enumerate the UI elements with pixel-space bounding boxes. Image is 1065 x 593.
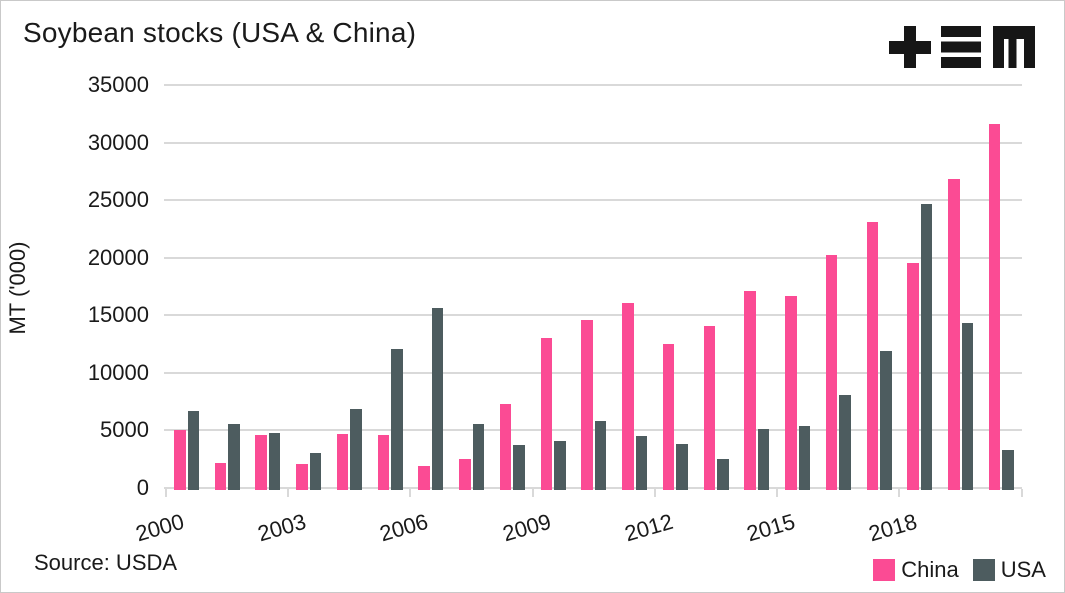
gridline bbox=[164, 256, 1022, 259]
y-axis-title: MT ('000) bbox=[5, 241, 30, 335]
bar-usa-2019 bbox=[961, 323, 974, 490]
bar-china-2009 bbox=[540, 338, 553, 490]
bar-china-2018 bbox=[907, 263, 919, 490]
x-tick bbox=[653, 489, 656, 497]
bar-china-2006 bbox=[418, 466, 430, 490]
bar-usa-2009 bbox=[554, 440, 566, 490]
bar-china-2020 bbox=[988, 124, 1001, 490]
bar-usa-2006 bbox=[431, 308, 444, 490]
bar-usa-2018 bbox=[920, 203, 933, 490]
x-tick bbox=[1020, 489, 1023, 497]
y-tick-label: 30000 bbox=[87, 129, 149, 155]
x-tick bbox=[776, 489, 779, 497]
x-tick bbox=[287, 489, 290, 497]
bar-china-2015 bbox=[785, 295, 797, 490]
bar-usa-2000 bbox=[187, 410, 199, 490]
bar-usa-2014 bbox=[757, 429, 770, 490]
x-tick-label: 2009 bbox=[499, 508, 554, 547]
gridline bbox=[164, 199, 1022, 202]
bar-usa-2015 bbox=[798, 425, 811, 490]
y-tick-label: 35000 bbox=[87, 72, 149, 97]
gridline bbox=[164, 141, 1022, 144]
bar-usa-2017 bbox=[880, 350, 892, 490]
bar-usa-2011 bbox=[635, 436, 648, 490]
bar-usa-2002 bbox=[268, 432, 281, 490]
bar-usa-2007 bbox=[472, 423, 485, 490]
bar-china-2016 bbox=[825, 255, 838, 490]
bar-china-2007 bbox=[459, 459, 471, 490]
bar-china-2002 bbox=[255, 435, 267, 490]
x-axis-line bbox=[164, 487, 1022, 489]
bar-china-2013 bbox=[703, 325, 716, 490]
bar-china-2019 bbox=[948, 179, 960, 490]
bar-china-2001 bbox=[214, 462, 227, 490]
y-tick-label: 5000 bbox=[100, 417, 149, 443]
china-swatch-icon bbox=[873, 559, 896, 581]
source-note: Source: USDA bbox=[34, 550, 178, 575]
bar-usa-2010 bbox=[594, 421, 607, 490]
chart-title: Soybean stocks (USA & China) bbox=[23, 17, 417, 48]
y-tick-label: 0 bbox=[136, 475, 149, 500]
bar-china-2014 bbox=[744, 291, 756, 490]
bar-china-2008 bbox=[499, 403, 512, 490]
x-tick bbox=[531, 489, 534, 497]
y-tick-label: 20000 bbox=[87, 244, 149, 270]
bar-usa-2008 bbox=[513, 445, 525, 490]
brand-logo-icon bbox=[889, 26, 1035, 68]
bar-china-2005 bbox=[377, 435, 390, 490]
bar-china-2004 bbox=[336, 433, 349, 490]
bar-usa-2020 bbox=[1002, 450, 1014, 490]
legend: China USA bbox=[873, 557, 1046, 583]
bar-china-2000 bbox=[174, 430, 186, 490]
gridline bbox=[164, 429, 1022, 432]
x-tick-label: 2003 bbox=[255, 508, 310, 547]
bar-usa-2001 bbox=[228, 423, 240, 490]
x-tick-label: 2012 bbox=[621, 508, 676, 547]
bar-china-2017 bbox=[866, 222, 879, 490]
legend-label-china: China bbox=[901, 557, 959, 582]
x-tick-label: 2000 bbox=[132, 508, 187, 547]
bar-usa-2016 bbox=[839, 394, 851, 490]
x-tick bbox=[898, 489, 901, 497]
bar-usa-2005 bbox=[391, 348, 403, 490]
legend-item-china: China bbox=[873, 557, 959, 583]
gridline bbox=[164, 371, 1022, 374]
gridline bbox=[164, 314, 1022, 317]
legend-label-usa: USA bbox=[1000, 557, 1046, 582]
gridline bbox=[164, 84, 1022, 86]
x-tick-label: 2006 bbox=[377, 508, 432, 547]
x-tick bbox=[409, 489, 412, 497]
y-tick-label: 10000 bbox=[87, 359, 149, 385]
x-tick-label: 2015 bbox=[744, 508, 798, 547]
x-tick bbox=[165, 489, 167, 497]
bar-usa-2013 bbox=[717, 459, 729, 490]
y-tick-label: 15000 bbox=[87, 302, 149, 328]
y-tick-label: 25000 bbox=[87, 187, 149, 213]
x-tick-label: 2018 bbox=[866, 508, 921, 547]
bar-china-2011 bbox=[622, 302, 634, 490]
bar-china-2010 bbox=[581, 319, 593, 490]
bar-usa-2004 bbox=[350, 408, 362, 490]
bar-usa-2003 bbox=[309, 453, 322, 490]
legend-item-usa: USA bbox=[972, 557, 1046, 583]
bar-usa-2012 bbox=[676, 444, 688, 490]
bar-china-2012 bbox=[662, 344, 675, 490]
usa-swatch-icon bbox=[972, 559, 995, 581]
bar-china-2003 bbox=[296, 463, 308, 490]
